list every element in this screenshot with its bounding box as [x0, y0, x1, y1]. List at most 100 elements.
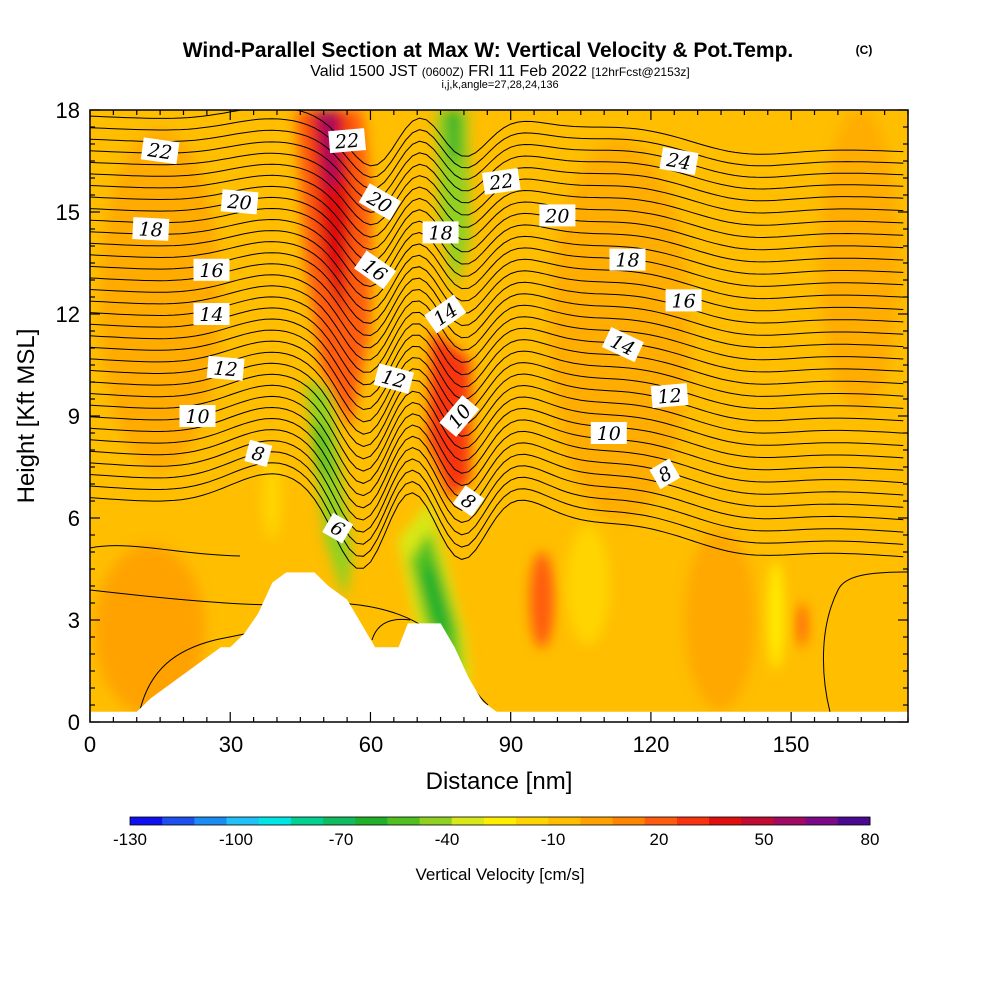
subtitle-valid: Valid 1500 JST — [310, 63, 418, 80]
theta-contour-line — [90, 329, 904, 411]
theta-label-text: 20 — [544, 205, 569, 227]
theta-contour-line — [90, 110, 904, 167]
theta-label-text: 16 — [199, 260, 223, 282]
colorbar-swatch — [548, 817, 581, 825]
colorbar-swatch — [580, 817, 614, 825]
theta-contour-label: 20 — [220, 189, 259, 215]
shade-redorange-pocket — [530, 552, 554, 648]
x-axis-label: Distance [nm] — [426, 768, 573, 795]
colorbar-swatch — [258, 817, 292, 825]
theta-label-text: 22 — [487, 170, 515, 195]
downdraft-upper-core — [446, 110, 460, 160]
theta-label-box — [244, 439, 273, 468]
y-tick-label: 15 — [56, 200, 80, 225]
theta-contour-line — [90, 207, 904, 275]
subtitle-date: FRI 11 Feb 2022 — [468, 63, 587, 80]
theta-contour-line — [90, 373, 904, 460]
y-tick-label: 6 — [68, 506, 80, 531]
theta-label-text: 10 — [185, 406, 209, 428]
theta-contour-label: 16 — [193, 258, 230, 282]
theta-label-text: 22 — [333, 130, 360, 154]
theta-contour-label: 22 — [328, 128, 366, 154]
theta-label-text: 22 — [145, 139, 173, 164]
colorbar-swatch — [130, 817, 163, 825]
x-tick-label: 90 — [499, 732, 523, 757]
theta-label-text: 20 — [226, 191, 253, 215]
theta-label-box — [609, 248, 646, 271]
shade-orange-left-mid — [100, 130, 220, 470]
colorbar-label: Vertical Velocity [cm/s] — [415, 865, 584, 884]
theta-contour-line — [90, 274, 904, 349]
x-tick-label: 120 — [633, 732, 670, 757]
shade-orange-lower-right — [685, 530, 755, 710]
theta-label-box — [220, 189, 259, 215]
theta-label-box — [140, 137, 180, 165]
chart-title: Wind-Parallel Section at Max W: Vertical… — [183, 39, 794, 62]
theta-contour-line — [90, 218, 904, 288]
theta-contour-label: 16 — [665, 289, 702, 312]
theta-contour-label: 8 — [244, 439, 273, 468]
colorbar-tick-label: 20 — [650, 830, 669, 849]
downdraft-lower-core — [420, 560, 450, 640]
theta-contours — [90, 110, 904, 569]
colorbar-swatch — [516, 817, 549, 825]
colorbar-swatch — [194, 817, 228, 825]
colorbar: -130 -100 -70 -40 -10 20 50 80 Vertical … — [113, 816, 880, 884]
theta-contour-label: 20 — [539, 204, 576, 227]
axis-ticks — [89, 109, 909, 723]
theta-contour-label: 8 — [452, 485, 485, 517]
x-tick-label: 30 — [219, 732, 243, 757]
colorbar-swatch — [387, 817, 421, 825]
theta-contour-line — [90, 340, 904, 423]
shade-yellow-right-low — [768, 560, 784, 670]
theta-contour-line — [90, 118, 904, 178]
theta-contour-line — [90, 429, 904, 521]
x-tick-label: 0 — [84, 732, 96, 757]
downdraft-upper — [436, 110, 470, 290]
theta-label-box — [422, 221, 459, 244]
colorbar-frame — [129, 816, 871, 826]
theta-label-box — [354, 250, 397, 290]
theta-label-box — [132, 217, 170, 241]
theta-contour-label: 6 — [322, 512, 354, 544]
colorbar-swatch — [773, 817, 807, 825]
theta-contour-label: 8 — [649, 458, 681, 490]
theta-label-text: 16 — [672, 290, 696, 312]
colorbar-tick-label: -100 — [219, 830, 253, 849]
velocity-field — [95, 110, 900, 715]
theta-label-box — [590, 422, 627, 444]
theta-contour-line — [90, 129, 904, 190]
x-axis: 0 30 60 90 120 150 Distance [nm] — [84, 732, 809, 795]
x-tick-label: 60 — [359, 732, 383, 757]
theta-label-text: 10 — [597, 423, 621, 445]
theta-contour-line — [90, 241, 904, 312]
theta-contour-line — [90, 395, 904, 484]
y-tick-label: 0 — [68, 710, 80, 735]
colorbar-tick-label: -40 — [435, 830, 460, 849]
theta-contour-label: 12 — [373, 363, 415, 394]
terrain-profile — [90, 572, 908, 722]
theta-label-box — [601, 327, 644, 363]
chart-subtitle: Valid 1500 JST (0600Z) FRI 11 Feb 2022 [… — [310, 63, 690, 80]
theta-contour-label: 24 — [659, 147, 699, 175]
theta-label-box — [481, 168, 521, 195]
theta-contour-line — [90, 285, 904, 361]
theta-contour-label: 12 — [650, 383, 689, 409]
theta-contour-label: 18 — [132, 217, 170, 242]
theta-label-text: 8 — [249, 442, 266, 466]
theta-label-text: 12 — [657, 385, 683, 409]
theta-label-box — [373, 363, 415, 394]
chart-indices: i,j,k,angle=27,28,24,136 — [441, 79, 558, 91]
theta-contour-label: 22 — [140, 137, 180, 165]
theta-label-text: 14 — [199, 304, 223, 326]
colorbar-tick-label: 80 — [861, 830, 880, 849]
theta-label-box — [328, 128, 366, 154]
subtitle-forecast: [12hrFcst@2153z] — [592, 65, 690, 79]
theta-contour-line — [90, 451, 904, 545]
theta-contour-label: 10 — [179, 405, 216, 428]
theta-label-box — [539, 204, 576, 227]
theta-contour-label: 14 — [193, 303, 230, 326]
theta-contour-label: 12 — [206, 355, 245, 381]
